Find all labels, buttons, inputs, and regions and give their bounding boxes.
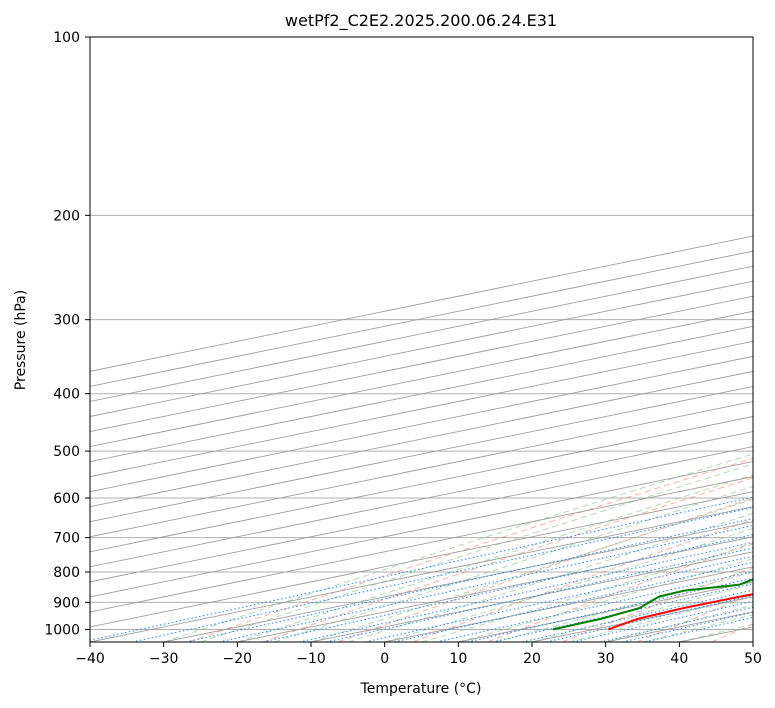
isotherm-line	[90, 506, 753, 642]
chart-title: wetPf2_C2E2.2025.200.06.24.E31	[285, 11, 557, 31]
moist-adiabat-line	[568, 594, 753, 642]
x-tick-label: 10	[449, 651, 467, 667]
isotherm-line	[90, 491, 753, 628]
y-tick-label: 600	[53, 491, 80, 507]
isotherm-line	[90, 295, 753, 432]
x-tick-label: −10	[296, 651, 326, 667]
grid-layer	[90, 37, 753, 642]
x-axis-title: Temperature (°C)	[360, 681, 482, 697]
y-tick-label: 300	[53, 313, 80, 329]
isotherm-line	[163, 521, 753, 642]
mixing-ratio-line	[131, 506, 753, 642]
isotherm-line	[90, 476, 753, 613]
y-tick-label: 700	[53, 531, 80, 547]
y-tick-label: 500	[53, 444, 80, 460]
isotherm-line	[752, 641, 753, 642]
isotherm-line	[90, 265, 753, 402]
isotherm-line	[90, 250, 753, 387]
isotherm-line	[90, 310, 753, 448]
x-tick-label: 20	[523, 651, 541, 667]
y-tick-label: 400	[53, 387, 80, 403]
mixing-ratio-line	[436, 570, 753, 642]
x-tick-label: 30	[597, 651, 615, 667]
y-tick-label: 800	[53, 565, 80, 581]
dry-adiabat-line	[188, 457, 753, 642]
moist-adiabat-line	[347, 512, 753, 642]
y-axis-title: Pressure (hPa)	[13, 290, 29, 390]
dry-adiabat-line	[263, 477, 753, 642]
isotherm-line	[90, 325, 753, 463]
x-tick-label: −20	[223, 651, 253, 667]
dry-adiabat-line	[562, 567, 753, 642]
moist-adiabat-line	[163, 453, 753, 642]
isotherm-line	[90, 431, 753, 568]
isotherm-line	[237, 536, 753, 642]
isotherm-line	[90, 461, 753, 598]
x-tick-label: −40	[75, 651, 105, 667]
isotherm-line	[90, 235, 753, 372]
mixing-ratio-line	[262, 534, 753, 642]
y-tick-label: 1000	[44, 622, 80, 638]
x-tick-label: 40	[670, 651, 688, 667]
isotherm-line	[90, 416, 753, 553]
plot-background	[90, 37, 753, 642]
moist-adiabat-line	[421, 543, 753, 642]
x-tick-label: 50	[744, 651, 762, 667]
isotherm-line	[90, 280, 753, 417]
moist-adiabat-line	[237, 474, 753, 642]
y-tick-label: 100	[53, 30, 80, 46]
y-axis: 100 200 300 400 500 600 700 800 900 1000	[44, 30, 90, 638]
mixing-ratio-line	[394, 561, 753, 642]
mixing-ratio-line	[299, 541, 753, 642]
y-tick-label: 900	[53, 595, 80, 611]
x-tick-label: −30	[149, 651, 179, 667]
isotherm-line	[90, 446, 753, 583]
plot-frame	[89, 36, 754, 643]
mixing-ratio-line	[325, 547, 753, 642]
dry-adiabat-line	[412, 519, 753, 642]
x-tick-label: 0	[380, 651, 389, 667]
x-axis: −40 −30 −20 −10 0 10 20 30 40 50	[75, 642, 762, 667]
moist-adiabat-line	[274, 485, 753, 642]
y-tick-label: 200	[53, 208, 80, 224]
moist-adiabat-line	[495, 571, 753, 642]
mixing-ratio-line	[365, 555, 753, 642]
